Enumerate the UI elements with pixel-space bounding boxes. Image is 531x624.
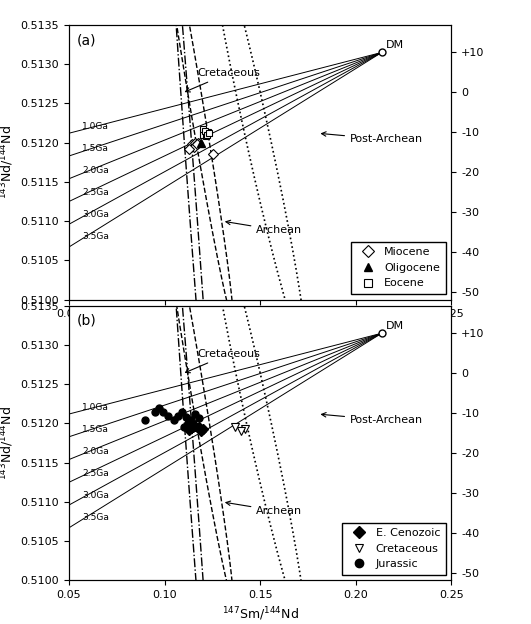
Text: 2.5Ga: 2.5Ga <box>82 188 109 197</box>
Text: Post-Archean: Post-Archean <box>322 132 423 145</box>
X-axis label: $^{147}$Sm/$^{144}$Nd: $^{147}$Sm/$^{144}$Nd <box>222 606 298 623</box>
Text: 3.5Ga: 3.5Ga <box>82 513 109 522</box>
Text: 2.0Ga: 2.0Ga <box>82 447 109 456</box>
Legend: Miocene, Oligocene, Eocene: Miocene, Oligocene, Eocene <box>351 241 446 294</box>
Text: Cretaceous: Cretaceous <box>185 68 260 92</box>
Text: 1.0Ga: 1.0Ga <box>82 402 109 412</box>
Text: 3.5Ga: 3.5Ga <box>82 232 109 241</box>
Text: 3.0Ga: 3.0Ga <box>82 210 109 219</box>
Text: 3.0Ga: 3.0Ga <box>82 490 109 500</box>
Legend: E. Cenozoic, Cretaceous, Jurassic: E. Cenozoic, Cretaceous, Jurassic <box>342 522 446 575</box>
Text: Cretaceous: Cretaceous <box>185 349 260 373</box>
Y-axis label: $^{143}$Nd/$^{144}$Nd: $^{143}$Nd/$^{144}$Nd <box>0 406 16 480</box>
Text: 2.0Ga: 2.0Ga <box>82 166 109 175</box>
Text: 1.0Ga: 1.0Ga <box>82 122 109 131</box>
Text: 1.5Ga: 1.5Ga <box>82 144 109 153</box>
Text: (b): (b) <box>76 314 97 328</box>
Text: 2.5Ga: 2.5Ga <box>82 469 109 478</box>
Text: Archean: Archean <box>226 220 303 235</box>
Text: DM: DM <box>386 321 404 331</box>
Y-axis label: $^{143}$Nd/$^{144}$Nd: $^{143}$Nd/$^{144}$Nd <box>0 125 16 199</box>
Text: (a): (a) <box>76 33 96 47</box>
Text: DM: DM <box>386 40 404 50</box>
Text: Archean: Archean <box>226 501 303 516</box>
Text: 1.5Ga: 1.5Ga <box>82 424 109 434</box>
Text: Post-Archean: Post-Archean <box>322 412 423 426</box>
